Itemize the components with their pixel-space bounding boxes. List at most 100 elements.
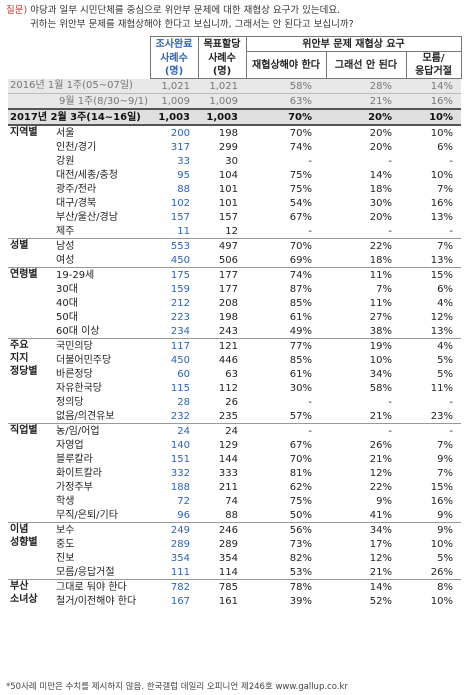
table-row: 부산/울산/경남 157 157 67% 20% 13% <box>8 210 461 224</box>
row-label: 2017년 2월 3주(14~16일) <box>8 108 150 126</box>
dk-value: - <box>406 423 462 438</box>
no-renegotiate-value: 14% <box>326 579 406 594</box>
renegotiate-value: 53% <box>289 566 312 578</box>
dk-value: 13% <box>430 211 454 223</box>
sample-target-value: 198 <box>198 124 246 140</box>
renegotiate-header: 재협상해야 한다 <box>245 51 327 79</box>
dk-value: 9% <box>437 453 454 465</box>
sample-done-value: 159 <box>170 283 190 295</box>
no-renegotiate-value: 12% <box>369 467 392 479</box>
table-row: 직업별 농/임/어업 24 24- - - <box>8 423 462 523</box>
row-label: 여성 <box>56 254 75 266</box>
row-label: 제주 <box>56 225 75 237</box>
row-label: 모름/응답거절 <box>56 566 115 578</box>
dk-value: 10% <box>430 595 454 607</box>
sample-done-value: 72 <box>177 495 190 507</box>
sample-done-value: 151 <box>170 453 190 465</box>
sample-target-value: 177 <box>198 267 246 282</box>
no-renegotiate-value: 28% <box>326 78 406 94</box>
no-renegotiate-value: 27% <box>369 311 392 323</box>
sample-done-value: 232 <box>170 410 190 422</box>
table-row: 인천/경기 317 299 74% 20% 6% <box>8 140 461 154</box>
table-row: 자유한국당 115 112 30% 58% 11% <box>8 381 461 395</box>
sample-n2-header: 사례수 (명) <box>197 51 247 79</box>
no-renegotiate-value: 20% <box>326 124 406 140</box>
sample-done-value: 188 <box>170 481 190 493</box>
sample-target-value: 30 <box>225 155 238 167</box>
row-label: 19-29세 <box>54 267 150 282</box>
row-label: 50대 <box>56 311 78 323</box>
sample-target-value: 497 <box>198 238 246 253</box>
sample-done-value: 95 <box>177 169 190 181</box>
row-label: 더불어민주당 <box>56 354 112 366</box>
group-label: 주요 지지 정당별 <box>8 338 54 424</box>
row-label: 학생 <box>56 495 75 507</box>
dk-value: 13% <box>430 254 454 266</box>
sample-n1-header: 사례수 (명) <box>149 51 199 79</box>
table-row: 제주 11 12 - - - <box>8 224 461 239</box>
sample-target-value: 112 <box>218 382 238 394</box>
dk-value: 16% <box>430 197 454 209</box>
group-label: 부산 소녀상 <box>8 579 54 608</box>
dk-value: 6% <box>437 283 454 295</box>
no-renegotiate-value: 21% <box>369 566 392 578</box>
group-label: 지역별 <box>8 124 54 239</box>
renegotiate-value: 85% <box>289 297 312 309</box>
renegotiate-value: 30% <box>289 382 312 394</box>
dk-value: 5% <box>437 552 454 564</box>
renegotiate-value: 78% <box>246 579 326 594</box>
row-label: 남성 <box>54 238 150 253</box>
sample-target-value: 114 <box>218 566 238 578</box>
dk-value: 6% <box>437 141 454 153</box>
sample-done-value: 117 <box>150 338 198 353</box>
table-row: 대전/세종/충청 95 104 75% 14% 10% <box>8 168 461 182</box>
sample-target-value: 144 <box>218 453 238 465</box>
renegotiate-value: 74% <box>289 141 312 153</box>
dk-value: 4% <box>406 338 462 353</box>
sample-target-value: 198 <box>218 311 238 323</box>
table-row: 학생 72 74 75% 9% 16% <box>8 494 461 508</box>
sample-done-value: 1,009 <box>150 93 198 110</box>
total-row: 2017년 2월 3주(14~16일) 1,003 1,003 70% 20% 10% <box>8 108 462 126</box>
sample-done-value: 24 <box>150 423 198 438</box>
sample-target-value: 88 <box>225 509 238 521</box>
sample-target-value: 785 <box>198 579 246 594</box>
dk-value: 9% <box>437 509 454 521</box>
row-label: 화이트칼라 <box>56 467 102 479</box>
table-row: 무직/은퇴/기타 96 88 50% 41% 9% <box>8 508 461 523</box>
table-row: 연령별 19-29세 175 177 74% 11% 15% <box>8 267 462 339</box>
sample-done-value: 1,003 <box>150 108 198 126</box>
sample-done-value: 115 <box>170 382 190 394</box>
sample-target-value: 177 <box>218 283 238 295</box>
table-row: 정의당 28 26 - - - <box>8 395 461 409</box>
results-table: 조사완료 목표할당 위안부 문제 재협상 요구 사례수 (명) 사례수 (명) … <box>8 36 462 608</box>
table-row: 없음/의견유보 232 235 57% 21% 23% <box>8 409 461 424</box>
dk-value: - <box>449 155 454 167</box>
sample-target-value: 1,003 <box>198 108 246 126</box>
row-label: 없음/의견유보 <box>56 410 115 422</box>
renegotiate-value: 75% <box>289 183 312 195</box>
sample-target-value: 1,021 <box>198 78 246 94</box>
sample-target-value: 121 <box>198 338 246 353</box>
table-row: 40대 212 208 85% 11% 4% <box>8 296 461 310</box>
group-label: 이념 성향별 <box>8 522 54 580</box>
sample-target-value: 101 <box>218 183 238 195</box>
table-row: 가정주부 188 211 62% 22% 15% <box>8 480 461 494</box>
dk-value: 10% <box>406 124 462 140</box>
table-row: 지역별 서울 200 198 70% 20% 10% <box>8 124 462 239</box>
dk-value: 5% <box>437 368 454 380</box>
no-renegotiate-value: 17% <box>369 538 392 550</box>
row-label: 30대 <box>56 283 78 295</box>
sample-done-value: 102 <box>170 197 190 209</box>
sample-target-value: 63 <box>225 368 238 380</box>
row-label: 자유한국당 <box>56 382 102 394</box>
table-row: 강원 33 30 - - - <box>8 154 461 168</box>
row-label: 농/임/어업 <box>54 423 150 438</box>
renegotiate-value: - <box>308 396 312 408</box>
renegotiate-value: 63% <box>246 93 326 110</box>
sample-target-value: 104 <box>218 169 238 181</box>
row-label: 보수 <box>54 522 150 537</box>
renegotiate-value: 70% <box>246 238 326 253</box>
survey-done-header: 조사완료 <box>149 36 199 52</box>
target-alloc-header: 목표할당 <box>197 36 247 52</box>
